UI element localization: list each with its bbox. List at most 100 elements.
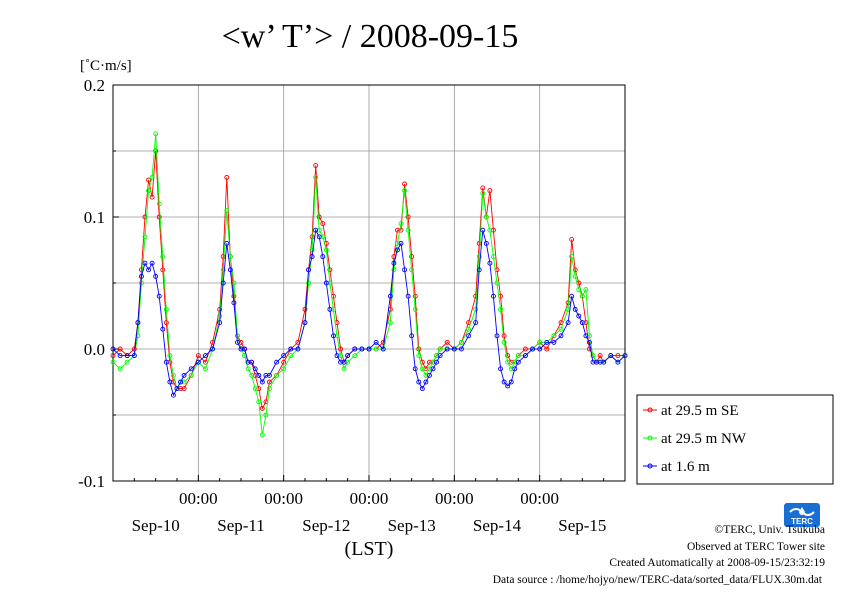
data-point (498, 306, 504, 312)
data-point (572, 273, 578, 279)
data-point (138, 273, 144, 279)
data-point (195, 353, 201, 359)
data-point (387, 320, 393, 326)
data-source-text: Data source : /home/hojyo/new/TERC-data/… (493, 574, 823, 586)
data-point (323, 247, 329, 253)
data-point (487, 227, 493, 233)
data-point (405, 227, 411, 233)
data-point (583, 287, 589, 293)
data-point (405, 214, 411, 220)
data-point (558, 326, 564, 332)
data-point (252, 366, 258, 372)
legend-box (636, 394, 834, 485)
data-point (569, 236, 575, 242)
data-point (309, 234, 315, 240)
data-point (302, 320, 308, 326)
data-point (181, 386, 187, 392)
data-point (110, 359, 116, 365)
data-point (490, 254, 496, 260)
data-point (515, 359, 521, 365)
data-point (142, 260, 148, 266)
data-point (281, 353, 287, 359)
series-3 (110, 227, 628, 398)
data-point (409, 254, 415, 260)
data-point (430, 366, 436, 372)
data-point (195, 359, 201, 365)
data-point (352, 353, 358, 359)
data-point (505, 353, 511, 359)
data-point (576, 287, 582, 293)
data-point (494, 280, 500, 286)
data-point (501, 339, 507, 345)
data-point (295, 346, 301, 352)
y-axis-unit-label: [˚C·m/s] (80, 58, 132, 74)
data-point (387, 293, 393, 299)
data-point (426, 372, 432, 378)
data-point (576, 313, 582, 319)
x-axis-label: (LST) (345, 538, 394, 560)
data-point (473, 320, 479, 326)
data-point (398, 227, 404, 233)
data-point (498, 366, 504, 372)
y-tick-label: 0.2 (84, 76, 105, 95)
data-point (590, 353, 596, 359)
data-point (249, 372, 255, 378)
y-axis-ticks: -0.1 0.0 0.1 0.2 (78, 76, 119, 491)
x-tick-time-label: 00:00 (350, 489, 389, 508)
data-point (146, 177, 152, 183)
data-point (153, 148, 159, 154)
data-point (558, 333, 564, 339)
data-point (274, 372, 280, 378)
data-point (202, 366, 208, 372)
data-point (416, 379, 422, 385)
data-point (163, 320, 169, 326)
x-tick-date-label: Sep-12 (302, 516, 350, 535)
data-point (167, 379, 173, 385)
data-point (160, 326, 166, 332)
data-point (569, 293, 575, 299)
data-point (327, 306, 333, 312)
data-point (266, 372, 272, 378)
data-point (409, 333, 415, 339)
data-point (202, 353, 208, 359)
data-point (466, 326, 472, 332)
data-point (334, 353, 340, 359)
data-point (608, 353, 614, 359)
data-point (249, 359, 255, 365)
data-point (135, 320, 141, 326)
data-point (394, 247, 400, 253)
data-point (398, 240, 404, 246)
series-line (112, 228, 626, 397)
data-point (124, 353, 130, 359)
y-tick-label: -0.1 (78, 472, 105, 491)
data-point (402, 267, 408, 273)
logo-drop (799, 507, 805, 515)
data-point (412, 293, 418, 299)
data-point (231, 300, 237, 306)
data-point (256, 399, 262, 405)
data-point (227, 267, 233, 273)
data-point (274, 359, 280, 365)
legend-marker (647, 463, 653, 469)
terc-logo: TERC (784, 503, 820, 527)
data-point (341, 359, 347, 365)
data-point (476, 267, 482, 273)
data-point (153, 273, 159, 279)
data-point (359, 346, 365, 352)
copyright-text: ©TERC, Univ. Tsukuba (715, 524, 825, 536)
data-point (483, 240, 489, 246)
x-tick-time-label: 00:00 (520, 489, 559, 508)
chart-title: <w’ T’> / 2008-09-15 (222, 18, 519, 55)
data-point (416, 353, 422, 359)
data-point (224, 207, 230, 213)
data-point (508, 379, 514, 385)
data-point (156, 293, 162, 299)
data-point (135, 333, 141, 339)
data-point (451, 346, 457, 352)
data-point (419, 366, 425, 372)
data-point (522, 353, 528, 359)
data-point (167, 353, 173, 359)
data-point (615, 359, 621, 365)
data-point (494, 333, 500, 339)
data-point (110, 353, 116, 359)
